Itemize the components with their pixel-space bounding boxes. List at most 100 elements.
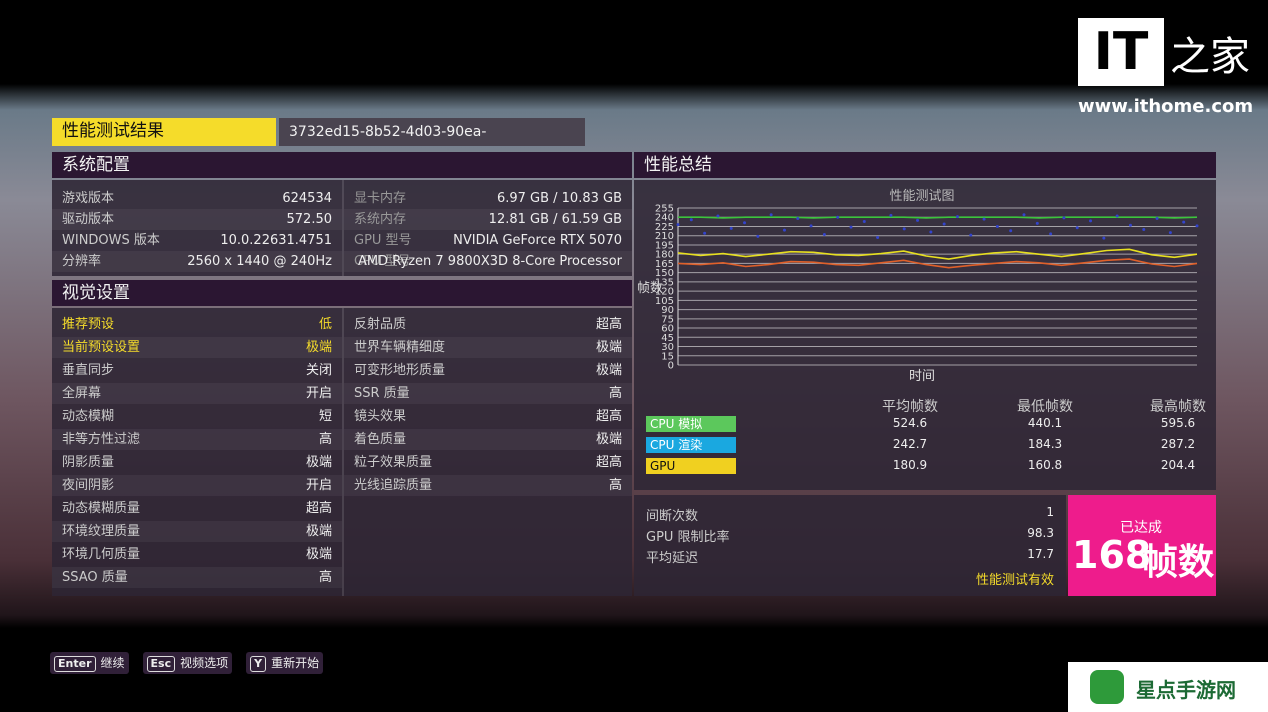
setting-label: 光线追踪质量 xyxy=(354,478,433,493)
setting-row: 动态模糊质量 超高 xyxy=(52,498,342,519)
data-point xyxy=(716,214,720,218)
series-line xyxy=(677,248,1198,260)
y-tick-label: 120 xyxy=(655,287,674,298)
setting-value: 低 xyxy=(318,317,332,332)
chart-title: 性能测试图 xyxy=(889,189,954,204)
achieved-unit: 帧数 xyxy=(1142,542,1215,583)
data-point xyxy=(1195,224,1199,228)
setting-label: CPU 型号 xyxy=(354,254,411,269)
setting-label: WINDOWS 版本 xyxy=(62,233,160,248)
divider xyxy=(342,308,344,596)
data-point xyxy=(1155,216,1159,220)
setting-row: GPU 型号 NVIDIA GeForce RTX 5070 xyxy=(344,230,632,251)
data-point xyxy=(1022,213,1026,217)
setting-row: 阴影质量 极端 xyxy=(52,452,342,473)
data-point xyxy=(689,218,693,222)
setting-row: SSAO 质量 高 xyxy=(52,567,342,588)
series-line xyxy=(678,216,1198,219)
stat-value: 1 xyxy=(1046,505,1054,519)
stat-value: 98.3 xyxy=(1027,526,1054,540)
y-tick-label: 60 xyxy=(661,324,674,335)
footer-button[interactable]: Esc 视频选项 xyxy=(142,652,233,674)
y-tick-label: 30 xyxy=(661,342,674,353)
setting-value: 极端 xyxy=(595,432,622,447)
data-point xyxy=(782,228,786,232)
series-line xyxy=(677,258,1198,269)
setting-row: 夜间阴影 开启 xyxy=(52,475,342,496)
data-point xyxy=(982,217,986,221)
setting-value: 超高 xyxy=(305,501,332,516)
data-point xyxy=(902,227,906,231)
data-point xyxy=(796,216,800,220)
setting-row: 垂直同步 关闭 xyxy=(52,360,342,381)
table-value: 287.2 xyxy=(1160,437,1196,451)
setting-value: 高 xyxy=(608,478,622,493)
stat-label: 间断次数 xyxy=(646,509,699,524)
button-label: 视频选项 xyxy=(180,656,229,670)
run-id: 3732ed15-8b52-4d03-90ea-ac30c1c1383e xyxy=(279,118,585,168)
y-tick-label: 45 xyxy=(661,333,674,344)
data-point xyxy=(862,220,866,224)
setting-row: 全屏幕 开启 xyxy=(52,383,342,404)
stat-value: 17.7 xyxy=(1027,547,1054,561)
setting-value: 6.97 GB / 10.83 GB xyxy=(496,191,622,206)
data-point xyxy=(756,234,760,238)
setting-label: 世界车辆精细度 xyxy=(354,340,446,355)
logo-rest: 之家 xyxy=(1170,34,1250,80)
setting-value: 超高 xyxy=(595,409,622,424)
data-point xyxy=(743,221,747,225)
setting-row: 分辨率 2560 x 1440 @ 240Hz xyxy=(52,251,342,272)
footer-button[interactable]: Y 重新开始 xyxy=(246,652,324,674)
data-point xyxy=(942,222,946,226)
setting-value: 极端 xyxy=(305,547,332,562)
setting-row: 着色质量 极端 xyxy=(344,429,632,450)
setting-row: 推荐预设 低 xyxy=(52,314,342,335)
setting-row: 可变形地形质量 极端 xyxy=(344,360,632,381)
footer-button[interactable]: Enter 继续 xyxy=(50,652,129,674)
setting-label: 镜头效果 xyxy=(354,409,407,424)
data-point xyxy=(1142,228,1146,232)
watermark-icon xyxy=(1090,670,1124,704)
row-label: CPU 模拟 xyxy=(646,416,736,432)
setting-row: 反射品质 超高 xyxy=(344,314,632,335)
key-cap: Enter xyxy=(54,656,96,672)
summary-title: 性能总结 xyxy=(634,152,1216,178)
setting-row: 环境几何质量 极端 xyxy=(52,544,342,565)
setting-value: 开启 xyxy=(305,386,332,401)
setting-row: 粒子效果质量 超高 xyxy=(344,452,632,473)
watermark-box: 星点手游网 xyxy=(1068,662,1268,712)
data-point xyxy=(1089,219,1093,223)
row-label: CPU 渲染 xyxy=(646,437,736,453)
data-point xyxy=(1009,229,1013,233)
y-tick-label: 150 xyxy=(655,268,674,279)
status: 性能测试有效 xyxy=(975,573,1054,588)
setting-label: 环境纹理质量 xyxy=(62,524,141,539)
y-tick-label: 90 xyxy=(661,305,674,316)
y-tick-label: 225 xyxy=(655,222,674,233)
data-point xyxy=(916,218,920,222)
y-tick-label: 15 xyxy=(661,351,674,362)
key-cap: Esc xyxy=(146,656,176,672)
achieved-value: 168 xyxy=(1072,533,1152,577)
setting-label: 垂直同步 xyxy=(62,363,115,378)
setting-label: 全屏幕 xyxy=(62,386,102,401)
table-value: 204.4 xyxy=(1160,458,1196,472)
table-value: 242.7 xyxy=(892,437,928,451)
setting-value: 关闭 xyxy=(305,363,332,378)
data-point xyxy=(849,225,853,229)
data-point xyxy=(1102,236,1106,240)
stats-panel: 间断次数 1 GPU 限制比率 98.3 平均延迟 17.7 性能测试有效 xyxy=(634,495,1066,596)
data-point xyxy=(1049,232,1053,236)
setting-row: SSR 质量 高 xyxy=(344,383,632,404)
data-point xyxy=(809,224,813,228)
data-point xyxy=(822,232,826,236)
data-point xyxy=(1128,223,1132,227)
table-value: 524.6 xyxy=(892,416,928,430)
setting-row: 光线追踪质量 高 xyxy=(344,475,632,496)
table-value: 184.3 xyxy=(1027,437,1063,451)
data-point xyxy=(969,233,973,237)
setting-value: 10.0.22631.4751 xyxy=(220,233,332,248)
setting-label: 环境几何质量 xyxy=(62,547,141,562)
y-tick-label: 195 xyxy=(655,240,674,251)
